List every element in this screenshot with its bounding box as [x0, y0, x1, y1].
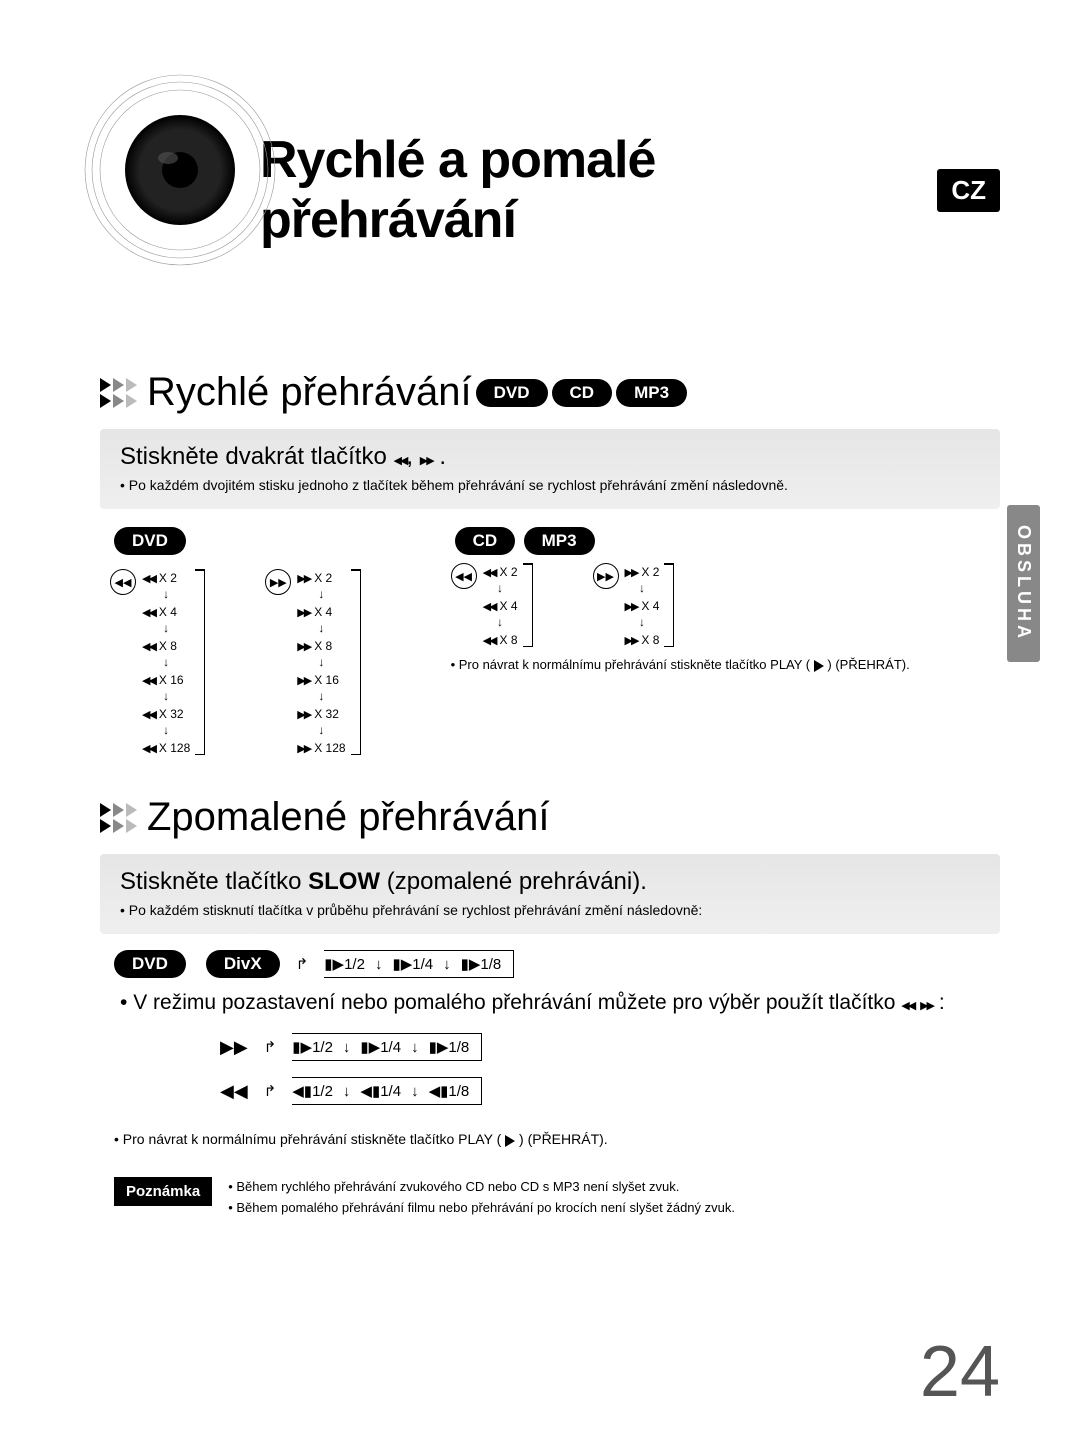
- badge-cd: CD: [455, 527, 516, 555]
- rewind-button-icon: ◀◀: [451, 563, 477, 589]
- loop-in-icon: ↱: [264, 1082, 277, 1100]
- forward-icon: ▶▶: [920, 1000, 933, 1012]
- page-number: 24: [920, 1331, 1000, 1413]
- speaker-graphic: [80, 70, 280, 270]
- forward-icon: ▶▶: [220, 1037, 248, 1058]
- badge-dvd: DVD: [476, 379, 548, 407]
- forward-icon: ▶▶: [420, 455, 433, 467]
- lang-badge: CZ: [937, 169, 1000, 212]
- note-label: Poznámka: [114, 1177, 212, 1206]
- badge-mp3: MP3: [524, 527, 595, 555]
- badge-cd: CD: [552, 379, 613, 407]
- fast-return-note: Pro návrat k normálnímu přehrávání stisk…: [451, 657, 910, 672]
- loop-in-icon: ↱: [264, 1038, 277, 1056]
- badge-divx: DivX: [206, 950, 280, 978]
- slow-seq-rew2: ◀▮1/2 ↓ ◀▮1/4 ↓ ◀▮1/8: [292, 1077, 482, 1105]
- fast-band: Stiskněte dvakrát tlačítko ◀◀, ▶▶ . Po k…: [100, 429, 1000, 509]
- side-tab: OBSLUHA: [1007, 505, 1040, 662]
- arrows-burst-icon: [100, 803, 137, 833]
- slow-return-note: Pro návrat k normálnímu přehrávání stisk…: [100, 1131, 1000, 1147]
- rewind-button-icon: ◀◀: [110, 569, 136, 595]
- slow-instruction: Stiskněte tlačítko SLOW (zpomalené prehr…: [120, 868, 980, 896]
- cd-rew-list: ◀◀ X 2↓ ◀◀ X 4↓ ◀◀ X 8: [483, 563, 533, 647]
- forward-button-icon: ▶▶: [593, 563, 619, 589]
- fast-note: Po každém dvojitém stisku jednoho z tlač…: [120, 477, 980, 493]
- dvd-rew-list: ◀◀ X 2↓ ◀◀ X 4↓ ◀◀ X 8↓ ◀◀ X 16↓ ◀◀ X 32…: [142, 569, 205, 755]
- fast-heading: Rychlé přehrávání: [147, 370, 472, 415]
- loop-in-icon: ↱: [296, 955, 309, 973]
- play-icon: [814, 660, 824, 672]
- play-icon: [505, 1135, 515, 1147]
- slow-seq-fwd: ▮▶1/2 ↓ ▮▶1/4 ↓ ▮▶1/8: [324, 950, 514, 978]
- slow-heading: Zpomalené přehrávání: [147, 795, 549, 840]
- note-text: Během rychlého přehrávání zvukového CD n…: [228, 1177, 735, 1219]
- dvd-ffw-list: ▶▶ X 2↓ ▶▶ X 4↓ ▶▶ X 8↓ ▶▶ X 16↓ ▶▶ X 32…: [297, 569, 360, 755]
- badge-dvd: DVD: [114, 527, 186, 555]
- badge-mp3: MP3: [616, 379, 687, 407]
- cd-ffw-list: ▶▶ X 2↓ ▶▶ X 4↓ ▶▶ X 8: [625, 563, 675, 647]
- badge-dvd: DVD: [114, 950, 186, 978]
- page-title: Rychlé a pomalé přehrávání: [260, 130, 907, 250]
- slow-seq-ffw2: ▮▶1/2 ↓ ▮▶1/4 ↓ ▮▶1/8: [292, 1033, 482, 1061]
- slow-band: Stiskněte tlačítko SLOW (zpomalené prehr…: [100, 854, 1000, 934]
- rewind-icon: ◀◀: [901, 1000, 914, 1012]
- arrows-burst-icon: [100, 378, 137, 408]
- rewind-icon: ◀◀: [393, 455, 406, 467]
- slow-note: Po každém stisknutí tlačítka v průběhu p…: [120, 902, 980, 918]
- fast-instruction: Stiskněte dvakrát tlačítko ◀◀, ▶▶ .: [120, 443, 980, 471]
- rewind-icon: ◀◀: [220, 1081, 248, 1102]
- slow-pause-line: • V režimu pozastavení nebo pomalého pře…: [100, 988, 1000, 1017]
- forward-button-icon: ▶▶: [265, 569, 291, 595]
